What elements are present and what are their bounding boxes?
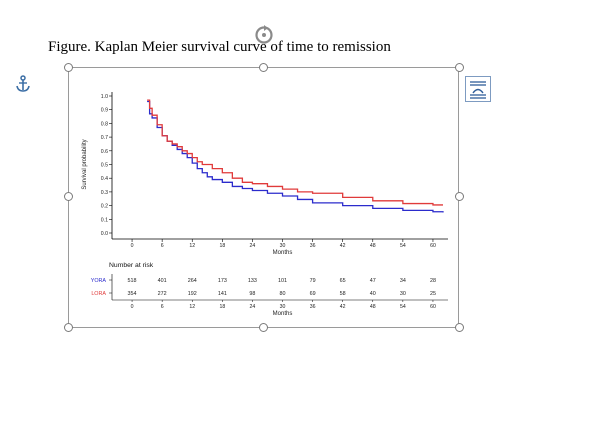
risk-cell: 101 (278, 278, 287, 284)
resize-handle-middle-left[interactable] (64, 192, 73, 201)
x-tick-label: 42 (340, 243, 346, 249)
risk-cell: 272 (158, 291, 167, 297)
y-tick-label: 0.5 (101, 163, 108, 169)
y-axis-label: Survival probability (82, 139, 88, 189)
x-tick-label: 12 (189, 243, 195, 249)
risk-row-label: LORA (91, 291, 106, 297)
x-tick-label: 30 (280, 243, 286, 249)
risk-x-axis-label: Months (273, 311, 293, 317)
risk-cell: 69 (310, 291, 316, 297)
resize-handle-top-middle[interactable] (259, 63, 268, 72)
x-tick-label: 48 (370, 243, 376, 249)
risk-x-tick-label: 54 (400, 304, 406, 310)
risk-table-title: Number at risk (109, 262, 154, 269)
risk-x-tick-label: 42 (340, 304, 346, 310)
x-tick-label: 54 (400, 243, 406, 249)
risk-cell: 30 (400, 291, 406, 297)
x-axis-label: Months (273, 250, 293, 256)
risk-cell: 264 (188, 278, 197, 284)
risk-cell: 133 (248, 278, 257, 284)
risk-x-tick-label: 0 (131, 304, 134, 310)
risk-x-tick-label: 6 (161, 304, 164, 310)
x-tick-label: 60 (430, 243, 436, 249)
y-tick-label: 0.0 (101, 231, 108, 237)
risk-cell: 173 (218, 278, 227, 284)
anchor-icon[interactable] (15, 75, 31, 93)
y-tick-label: 0.1 (101, 217, 108, 223)
risk-cell: 58 (340, 291, 346, 297)
y-tick-label: 0.6 (101, 149, 108, 155)
y-tick-label: 0.3 (101, 190, 108, 196)
risk-cell: 518 (128, 278, 137, 284)
x-tick-label: 18 (219, 243, 225, 249)
y-tick-label: 0.4 (101, 176, 108, 182)
risk-cell: 354 (128, 291, 137, 297)
risk-cell: 34 (400, 278, 406, 284)
risk-x-tick-label: 60 (430, 304, 436, 310)
km-curve-yora (147, 100, 444, 213)
y-tick-label: 1.0 (101, 94, 108, 100)
risk-x-tick-label: 18 (219, 304, 225, 310)
figure-caption[interactable]: Figure. Kaplan Meier survival curve of t… (48, 39, 391, 55)
km-curve-lora (147, 99, 443, 206)
risk-cell: 79 (310, 278, 316, 284)
risk-cell: 65 (340, 278, 346, 284)
rotate-handle-icon[interactable] (253, 23, 275, 45)
x-tick-label: 6 (161, 243, 164, 249)
resize-handle-bottom-middle[interactable] (259, 323, 268, 332)
resize-handle-bottom-left[interactable] (64, 323, 73, 332)
risk-cell: 141 (218, 291, 227, 297)
risk-cell: 25 (430, 291, 436, 297)
y-tick-label: 0.7 (101, 135, 108, 141)
risk-cell: 28 (430, 278, 436, 284)
y-tick-label: 0.8 (101, 121, 108, 127)
risk-x-tick-label: 48 (370, 304, 376, 310)
risk-cell: 80 (280, 291, 286, 297)
risk-x-tick-label: 12 (189, 304, 195, 310)
x-tick-label: 24 (250, 243, 256, 249)
resize-handle-middle-right[interactable] (455, 192, 464, 201)
risk-x-tick-label: 30 (280, 304, 286, 310)
layout-options-icon[interactable] (465, 76, 491, 102)
resize-handle-bottom-right[interactable] (455, 323, 464, 332)
risk-x-tick-label: 36 (310, 304, 316, 310)
risk-row-label: YORA (91, 278, 107, 284)
x-tick-label: 36 (310, 243, 316, 249)
risk-x-tick-label: 24 (250, 304, 256, 310)
risk-cell: 98 (249, 291, 255, 297)
resize-handle-top-right[interactable] (455, 63, 464, 72)
risk-cell: 192 (188, 291, 197, 297)
risk-cell: 401 (158, 278, 167, 284)
y-tick-label: 0.2 (101, 204, 108, 210)
resize-handle-top-left[interactable] (64, 63, 73, 72)
risk-cell: 47 (370, 278, 376, 284)
x-tick-label: 0 (131, 243, 134, 249)
km-chart: 0.0 0.1 0.2 0.3 0.4 0.5 0.6 0.7 0.8 0.9 1.0 0 6 12 18 2… (82, 92, 448, 256)
risk-cell: 40 (370, 291, 376, 297)
y-tick-label: 0.9 (101, 108, 108, 114)
